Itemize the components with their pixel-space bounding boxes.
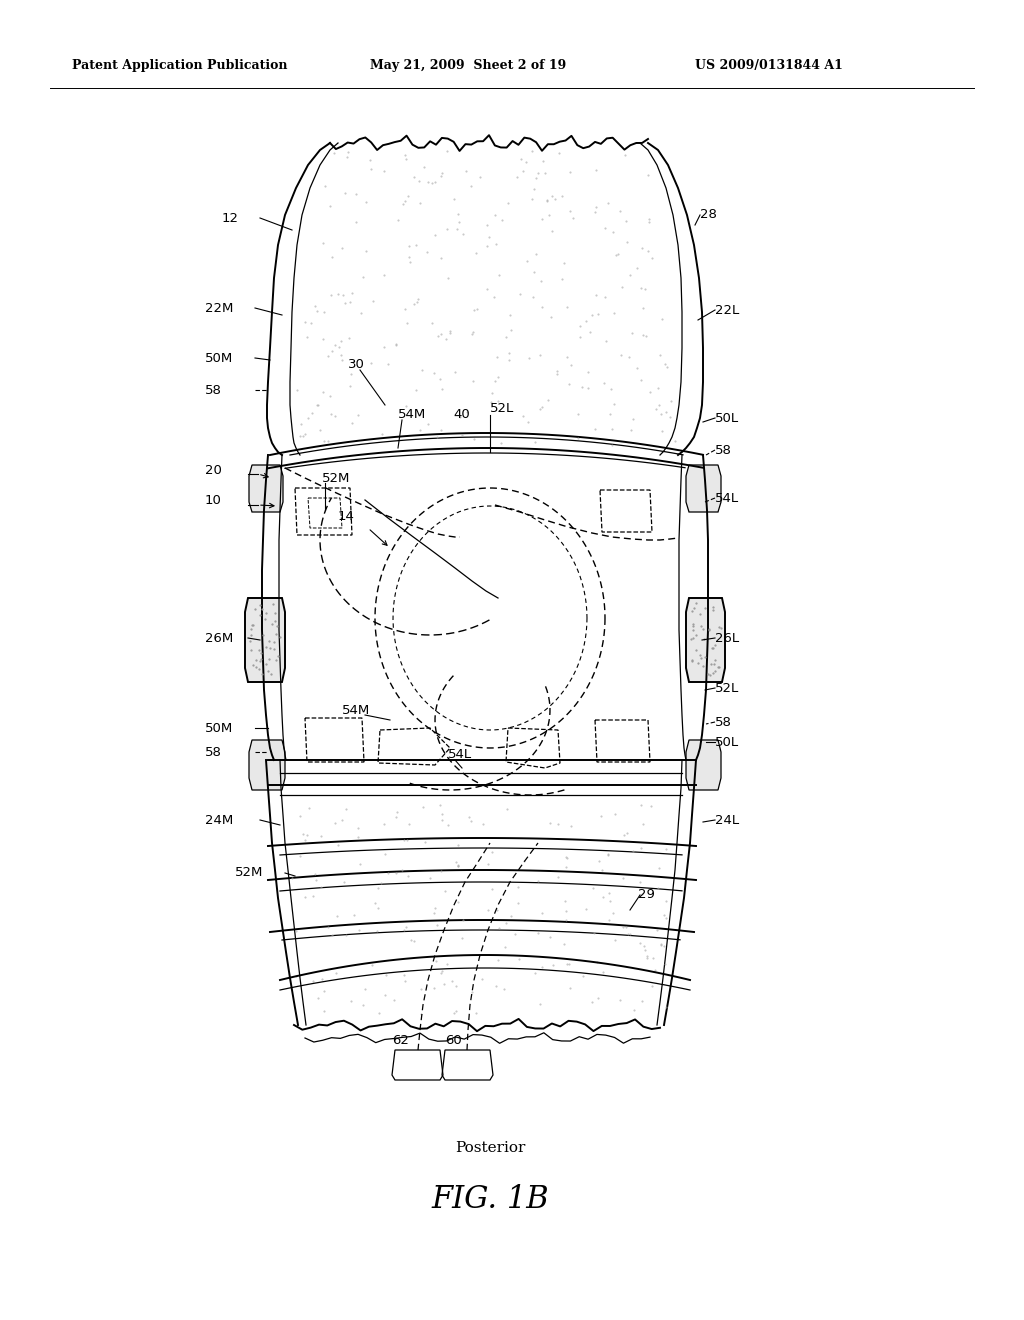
- Polygon shape: [249, 465, 283, 512]
- Text: 54M: 54M: [342, 704, 371, 717]
- Text: Patent Application Publication: Patent Application Publication: [72, 58, 288, 71]
- Text: 10: 10: [205, 494, 222, 507]
- Text: 62: 62: [392, 1034, 409, 1047]
- Text: 12: 12: [222, 211, 239, 224]
- Text: May 21, 2009  Sheet 2 of 19: May 21, 2009 Sheet 2 of 19: [370, 58, 566, 71]
- Text: US 2009/0131844 A1: US 2009/0131844 A1: [695, 58, 843, 71]
- Text: 50M: 50M: [205, 351, 233, 364]
- Text: 24L: 24L: [715, 813, 739, 826]
- Text: 26L: 26L: [715, 631, 739, 644]
- Text: 58: 58: [715, 444, 732, 457]
- Text: 14: 14: [338, 510, 355, 523]
- Text: 50L: 50L: [715, 735, 739, 748]
- Text: 22L: 22L: [715, 304, 739, 317]
- Polygon shape: [686, 465, 721, 512]
- Text: 52L: 52L: [490, 401, 514, 414]
- Text: FIG. 1B: FIG. 1B: [431, 1184, 549, 1216]
- Polygon shape: [245, 598, 285, 682]
- Text: 29: 29: [638, 888, 655, 902]
- Text: 52M: 52M: [234, 866, 263, 879]
- Text: 54L: 54L: [715, 491, 739, 504]
- Text: 28: 28: [700, 209, 717, 222]
- Polygon shape: [686, 598, 725, 682]
- Text: 24M: 24M: [205, 813, 233, 826]
- Text: 52M: 52M: [322, 471, 350, 484]
- Text: 40: 40: [453, 408, 470, 421]
- Text: 26M: 26M: [205, 631, 233, 644]
- Text: 60: 60: [445, 1034, 462, 1047]
- Text: 58: 58: [715, 715, 732, 729]
- Text: 50M: 50M: [205, 722, 233, 734]
- Text: Posterior: Posterior: [455, 1140, 525, 1155]
- Text: 54M: 54M: [398, 408, 426, 421]
- Text: 58: 58: [205, 746, 222, 759]
- Text: 30: 30: [348, 359, 365, 371]
- Text: 58: 58: [205, 384, 222, 396]
- Polygon shape: [686, 741, 721, 789]
- Text: 54L: 54L: [449, 748, 472, 762]
- Text: 20: 20: [205, 463, 222, 477]
- Text: 52L: 52L: [715, 681, 739, 694]
- Polygon shape: [249, 741, 285, 789]
- Text: 50L: 50L: [715, 412, 739, 425]
- Text: 22M: 22M: [205, 301, 233, 314]
